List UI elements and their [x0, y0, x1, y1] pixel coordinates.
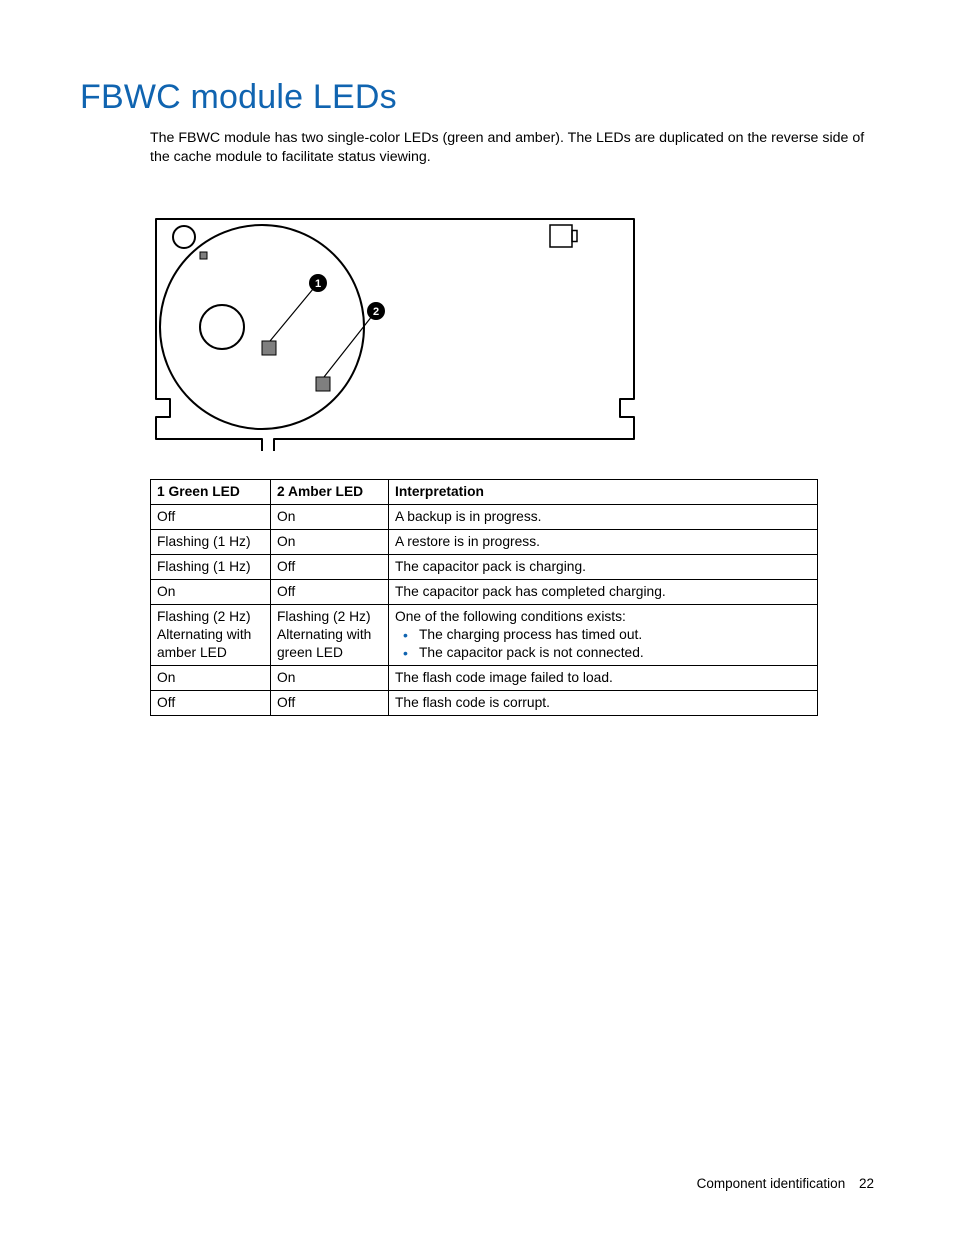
cell-amber-led: On — [271, 665, 389, 690]
col-header-amber: 2 Amber LED — [271, 480, 389, 505]
cell-green-led: On — [151, 580, 271, 605]
footer-section: Component identification — [697, 1176, 846, 1191]
table-row: OffOnA backup is in progress. — [151, 505, 818, 530]
svg-text:1: 1 — [315, 278, 321, 290]
table-row: OnOffThe capacitor pack has completed ch… — [151, 580, 818, 605]
page-footer: Component identification 22 — [697, 1176, 874, 1191]
cell-interpretation: One of the following conditions exists:T… — [389, 604, 818, 665]
cell-interpretation: A restore is in progress. — [389, 530, 818, 555]
led-table: 1 Green LED 2 Amber LED Interpretation O… — [150, 479, 818, 715]
cell-green-led: Flashing (1 Hz) — [151, 555, 271, 580]
table-header-row: 1 Green LED 2 Amber LED Interpretation — [151, 480, 818, 505]
cell-interpretation: The flash code image failed to load. — [389, 665, 818, 690]
table-row: OffOffThe flash code is corrupt. — [151, 690, 818, 715]
table-row: Flashing (2 Hz)Alternating withamber LED… — [151, 604, 818, 665]
cell-interpretation: The capacitor pack is charging. — [389, 555, 818, 580]
col-header-interpretation: Interpretation — [389, 480, 818, 505]
cell-green-led: Flashing (1 Hz) — [151, 530, 271, 555]
cell-amber-led: Flashing (2 Hz)Alternating withgreen LED — [271, 604, 389, 665]
cell-interpretation: The flash code is corrupt. — [389, 690, 818, 715]
svg-text:2: 2 — [373, 306, 379, 318]
table-row: Flashing (1 Hz)OffThe capacitor pack is … — [151, 555, 818, 580]
cell-interpretation: A backup is in progress. — [389, 505, 818, 530]
module-diagram: 12 — [150, 199, 874, 451]
cell-amber-led: Off — [271, 555, 389, 580]
page-title: FBWC module LEDs — [80, 78, 874, 117]
footer-page-number: 22 — [859, 1176, 874, 1191]
cell-amber-led: Off — [271, 690, 389, 715]
col-header-green: 1 Green LED — [151, 480, 271, 505]
cell-amber-led: On — [271, 505, 389, 530]
cell-green-led: Off — [151, 690, 271, 715]
intro-paragraph: The FBWC module has two single-color LED… — [150, 129, 874, 167]
cell-interpretation: The capacitor pack has completed chargin… — [389, 580, 818, 605]
table-row: OnOnThe flash code image failed to load. — [151, 665, 818, 690]
cell-green-led: On — [151, 665, 271, 690]
cell-green-led: Off — [151, 505, 271, 530]
table-row: Flashing (1 Hz)OnA restore is in progres… — [151, 530, 818, 555]
cell-amber-led: Off — [271, 580, 389, 605]
cell-green-led: Flashing (2 Hz)Alternating withamber LED — [151, 604, 271, 665]
cell-amber-led: On — [271, 530, 389, 555]
